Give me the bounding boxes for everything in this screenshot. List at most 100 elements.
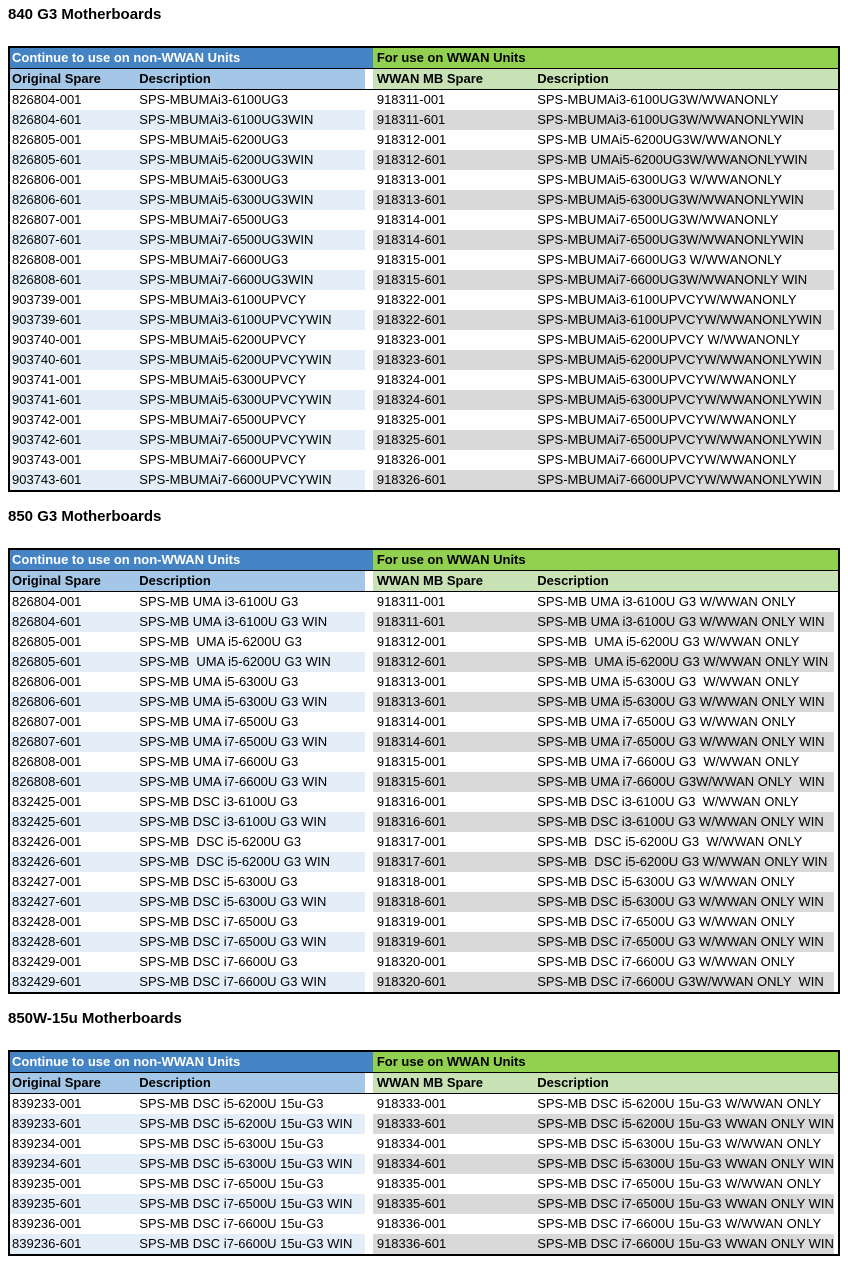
band-header-row: Continue to use on non-WWAN Units For us… — [9, 549, 839, 571]
column-spacer — [833, 170, 839, 190]
wwan-spare-cell: 918316-001 — [376, 794, 447, 809]
original-spare-cell: 826805-601 — [9, 652, 137, 672]
description-cell: SPS-MBUMAi5-6300UPVCY — [139, 372, 307, 387]
original-spare-cell: 903741-601 — [9, 390, 137, 410]
column-spacer — [364, 792, 373, 812]
wwan-description-cell: SPS-MB UMA i5-6200U G3 W/WWAN ONLY — [537, 634, 800, 649]
description-cell: SPS-MB UMA i3-6100U G3 WIN — [136, 612, 365, 632]
column-spacer — [364, 230, 373, 250]
column-spacer — [364, 1194, 373, 1214]
description-cell: SPS-MB DSC i5-6200U G3 — [139, 834, 302, 849]
description-cell: SPS-MB DSC i7-6500U G3 — [139, 914, 298, 929]
description-cell: SPS-MBUMAi5-6200UPVCYWIN — [136, 350, 365, 370]
table-row: 903743-001 SPS-MBUMAi7-6600UPVCY 918326-00… — [9, 450, 839, 470]
table-row: 832426-001 SPS-MB DSC i5-6200U G3 918317-0… — [9, 832, 839, 852]
table-row: 839236-601 SPS-MB DSC i7-6600U 15u-G3 WIN… — [9, 1234, 839, 1255]
wwan-spare-cell: 918315-001 — [376, 252, 447, 267]
original-spare-cell: 832427-001 — [12, 874, 82, 889]
column-header-row: Original Spare Description WWAN MB Spare… — [9, 570, 839, 592]
wwan-description-cell: SPS-MBUMAi3-6100UPVCYW/WWANONLY — [537, 292, 797, 307]
wwan-description-cell: SPS-MB DSC i5-6300U G3 W/WWAN ONLY — [537, 874, 796, 889]
wwan-spare-cell: 918334-001 — [376, 1136, 447, 1151]
wwan-description-cell: SPS-MBUMAi7-6600UPVCYW/WWANONLYWIN — [535, 470, 834, 491]
table-row: 839235-601 SPS-MB DSC i7-6500U 15u-G3 WIN… — [9, 1194, 839, 1214]
wwan-spare-cell: 918313-601 — [372, 190, 536, 210]
table-row: 839233-601 SPS-MB DSC i5-6200U 15u-G3 WIN… — [9, 1114, 839, 1134]
column-spacer — [364, 68, 373, 90]
description-cell: SPS-MB DSC i5-6200U G3 WIN — [136, 852, 365, 872]
wwan-description-cell: SPS-MB UMA i3-6100U G3 W/WWAN ONLY WIN — [535, 612, 834, 632]
original-spare-cell: 903743-001 — [12, 452, 82, 467]
column-spacer — [364, 450, 373, 470]
non-wwan-band-header: Continue to use on non-WWAN Units — [9, 1051, 373, 1073]
col-header-wwan-mb-spare: WWAN MB Spare — [372, 570, 536, 592]
wwan-spare-cell: 918334-601 — [372, 1154, 536, 1174]
description-cell: SPS-MBUMAi7-6600UPVCYWIN — [136, 470, 365, 491]
original-spare-cell: 832428-601 — [9, 932, 137, 952]
column-spacer — [833, 270, 839, 290]
column-spacer — [833, 250, 839, 270]
column-spacer — [364, 1174, 373, 1194]
description-cell: SPS-MB DSC i5-6300U G3 — [139, 874, 298, 889]
description-cell: SPS-MB UMA i5-6300U G3 WIN — [136, 692, 365, 712]
wwan-description-cell: SPS-MB UMA i7-6500U G3 W/WWAN ONLY WIN — [535, 732, 834, 752]
wwan-description-cell: SPS-MBUMAi7-6500UG3W/WWANONLY — [537, 212, 779, 227]
description-cell: SPS-MB UMA i5-6200U G3 — [139, 634, 302, 649]
description-cell: SPS-MB UMA i3-6100U G3 — [139, 594, 299, 609]
column-spacer — [833, 1134, 839, 1154]
table-row: 826808-001 SPS-MB UMA i7-6600U G3 918315-0… — [9, 752, 839, 772]
wwan-spare-cell: 918314-001 — [376, 714, 447, 729]
description-cell: SPS-MB DSC i7-6500U 15u-G3 WIN — [136, 1194, 365, 1214]
column-spacer — [364, 89, 373, 110]
table-row: 832428-601 SPS-MB DSC i7-6500U G3 WIN 9183… — [9, 932, 839, 952]
original-spare-cell: 826808-001 — [12, 252, 82, 267]
wwan-spare-cell: 918314-601 — [372, 230, 536, 250]
column-spacer — [833, 230, 839, 250]
column-spacer — [833, 470, 839, 491]
original-spare-cell: 839235-001 — [12, 1176, 82, 1191]
wwan-description-cell: SPS-MB DSC i5-6200U 15u-G3 WWAN ONLY WIN — [535, 1114, 834, 1134]
wwan-description-cell: SPS-MBUMAi3-6100UG3W/WWANONLYWIN — [535, 110, 834, 130]
table-row: 826808-001 SPS-MBUMAi7-6600UG3 918315-001 S… — [9, 250, 839, 270]
original-spare-cell: 826804-001 — [12, 92, 82, 107]
wwan-description-cell: SPS-MBUMAi3-6100UPVCYW/WWANONLYWIN — [535, 310, 834, 330]
section-title: 850W-15u Motherboards — [8, 1010, 182, 1027]
table-row: 826806-601 SPS-MB UMA i5-6300U G3 WIN 9183… — [9, 692, 839, 712]
column-spacer — [833, 1114, 839, 1134]
wwan-description-cell: SPS-MB UMA i3-6100U G3 W/WWAN ONLY — [537, 594, 796, 609]
table-row: 839234-601 SPS-MB DSC i5-6300U 15u-G3 WIN… — [9, 1154, 839, 1174]
original-spare-cell: 826808-001 — [12, 754, 82, 769]
wwan-spare-cell: 918316-601 — [372, 812, 536, 832]
wwan-spare-cell: 918313-601 — [372, 692, 536, 712]
column-spacer — [833, 952, 839, 972]
column-spacer — [833, 812, 839, 832]
wwan-spare-cell: 918323-601 — [372, 350, 536, 370]
col-header-description-non-wwan: Description — [136, 570, 365, 592]
column-spacer — [364, 1234, 373, 1255]
column-spacer — [833, 752, 839, 772]
description-cell: SPS-MBUMAi5-6200UG3 — [139, 132, 289, 147]
original-spare-cell: 903742-601 — [9, 430, 137, 450]
description-cell: SPS-MBUMAi7-6500UG3 — [139, 212, 289, 227]
original-spare-cell: 826806-601 — [9, 190, 137, 210]
original-spare-cell: 839235-601 — [9, 1194, 137, 1214]
description-cell: SPS-MBUMAi7-6600UG3 — [139, 252, 289, 267]
table-row: 903740-001 SPS-MBUMAi5-6200UPVCY 918323-00… — [9, 330, 839, 350]
description-cell: SPS-MBUMAi5-6300UG3WIN — [136, 190, 365, 210]
wwan-spare-cell: 918314-001 — [376, 212, 447, 227]
column-spacer — [833, 450, 839, 470]
description-cell: SPS-MB UMA i7-6600U G3 — [139, 754, 299, 769]
column-spacer — [833, 732, 839, 752]
col-header-wwan-mb-spare: WWAN MB Spare — [372, 68, 536, 90]
column-spacer — [364, 591, 373, 612]
column-spacer — [833, 330, 839, 350]
column-spacer — [364, 912, 373, 932]
column-spacer — [364, 852, 373, 872]
column-spacer — [364, 712, 373, 732]
wwan-spare-cell: 918335-601 — [372, 1194, 536, 1214]
spares-rows: 826804-001 SPS-MBUMAi3-6100UG3 918311-001 S… — [9, 89, 839, 491]
wwan-description-cell: SPS-MB UMAi5-6200UG3W/WWANONLYWIN — [535, 150, 834, 170]
column-spacer — [364, 632, 373, 652]
column-spacer — [364, 130, 373, 150]
section-title: 850 G3 Motherboards — [8, 508, 162, 525]
